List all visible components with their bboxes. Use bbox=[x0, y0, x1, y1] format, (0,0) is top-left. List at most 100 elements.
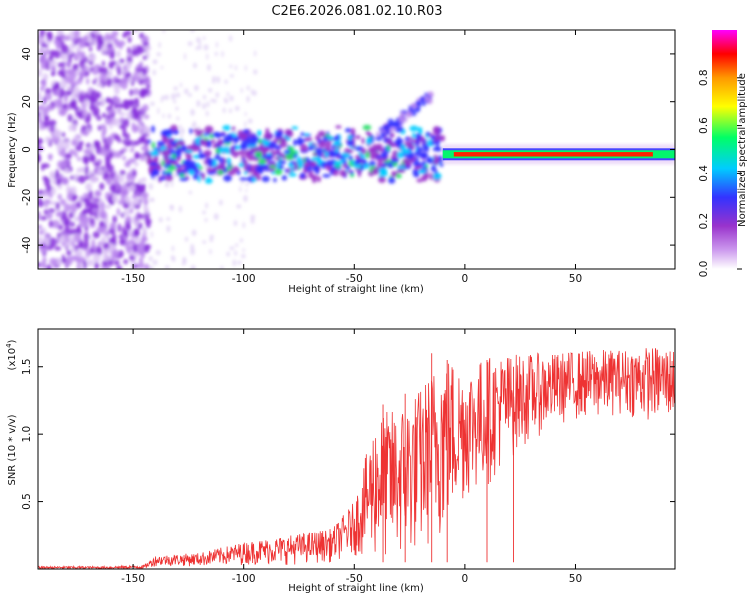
spectrogram-blob bbox=[226, 91, 229, 97]
spectrogram-blob bbox=[344, 128, 352, 133]
spectrogram-blob bbox=[167, 113, 171, 119]
spectrogram-blob bbox=[124, 196, 131, 204]
spectrogram-blob bbox=[114, 97, 121, 104]
spectrogram-blob bbox=[401, 148, 411, 154]
spectrogram-blob bbox=[70, 186, 77, 195]
spectrogram-blob bbox=[196, 129, 205, 134]
spectrogram-blob bbox=[143, 244, 150, 253]
spectrogram-blob bbox=[54, 246, 62, 251]
spectrogram-blob bbox=[317, 130, 326, 137]
spectrogram-blob bbox=[49, 257, 58, 266]
spectrogram-ytick-label: 40 bbox=[21, 47, 33, 60]
spectrogram-blob bbox=[404, 161, 412, 167]
spectrogram-blob bbox=[362, 159, 367, 165]
colorbar-gradient bbox=[712, 30, 737, 269]
spectrogram-blob bbox=[303, 161, 310, 168]
spectrogram-blob bbox=[303, 137, 313, 142]
spectrogram-blob bbox=[94, 92, 101, 99]
spectrogram-blob bbox=[61, 52, 69, 61]
spectrogram-blob bbox=[368, 160, 376, 167]
spectrogram-blob bbox=[150, 125, 155, 133]
spectrogram-blob bbox=[283, 149, 291, 154]
spectrogram-blob bbox=[430, 135, 436, 140]
spectrogram-blob bbox=[94, 77, 98, 82]
spectrogram-blob bbox=[229, 246, 235, 250]
spectrogram-blob bbox=[249, 164, 254, 169]
spectrogram-blob bbox=[131, 194, 138, 199]
spectrogram-blob bbox=[41, 78, 47, 88]
spectrogram-blob bbox=[212, 131, 218, 138]
spectrogram-blob bbox=[239, 238, 243, 243]
spectrogram-blob bbox=[209, 248, 212, 255]
spectrogram-blob bbox=[69, 228, 77, 235]
spectrogram-blob bbox=[228, 108, 232, 114]
spectrogram-blob bbox=[237, 150, 247, 155]
spectrogram-blob bbox=[202, 102, 206, 110]
spectrogram-blob bbox=[134, 204, 140, 210]
spectrogram-blob bbox=[339, 169, 347, 177]
spectrogram-blob bbox=[41, 43, 49, 48]
spectrogram-blob bbox=[174, 164, 183, 168]
spectrogram-blob bbox=[61, 254, 65, 264]
spectrogram-blob bbox=[248, 141, 257, 146]
spectrogram-blob bbox=[67, 113, 73, 122]
spectrogram-blob bbox=[196, 100, 201, 107]
spectrogram-blob bbox=[124, 229, 129, 238]
spectrogram-blob bbox=[132, 140, 141, 146]
spectrogram-blob bbox=[251, 177, 257, 182]
spectrogram-blob bbox=[113, 150, 118, 159]
spectrogram-blob bbox=[273, 177, 277, 183]
spectrogram-blob bbox=[197, 175, 202, 183]
spectrogram-blob bbox=[158, 177, 167, 181]
spectrogram-blob bbox=[205, 110, 209, 117]
spectrogram-blob bbox=[164, 265, 170, 269]
colorbar-label: Normalized spectral amplitude bbox=[737, 73, 748, 227]
spectrogram-blob bbox=[44, 199, 52, 204]
spectrogram-blob bbox=[256, 129, 262, 137]
spectrogram-blob bbox=[117, 136, 122, 144]
spectrogram-blob bbox=[426, 139, 435, 147]
spectrogram-blob bbox=[187, 93, 192, 97]
spectrogram-blob bbox=[180, 134, 183, 139]
spectrogram-blob bbox=[112, 118, 120, 127]
spectrogram-blob bbox=[329, 150, 337, 158]
spectrogram-blob bbox=[118, 81, 123, 88]
spectrogram-blob bbox=[430, 165, 437, 172]
spectrogram-blob bbox=[250, 217, 255, 224]
spectrogram-blob bbox=[223, 158, 228, 164]
spectrogram-blob bbox=[386, 144, 391, 152]
spectrogram-blob bbox=[108, 151, 114, 159]
spectrogram-blob bbox=[71, 37, 77, 42]
spectrogram-blob bbox=[421, 174, 428, 182]
spectrogram-blob bbox=[190, 108, 195, 116]
spectrogram-blob bbox=[144, 263, 150, 269]
spectrogram-blob bbox=[196, 37, 201, 43]
spectrogram-blob bbox=[266, 154, 273, 161]
spectrogram-blob bbox=[49, 237, 57, 248]
spectrogram-blob bbox=[136, 213, 144, 219]
spectrogram-blob bbox=[229, 64, 233, 69]
spectrogram-blob bbox=[73, 135, 80, 142]
spectrogram-blob bbox=[413, 172, 420, 178]
spectrogram-blob bbox=[239, 132, 248, 141]
spectrogram-blob bbox=[333, 160, 341, 166]
spectrogram-blob bbox=[51, 84, 56, 94]
spectrogram-blob bbox=[166, 225, 171, 233]
spectrogram-blob bbox=[259, 164, 269, 169]
spectrogram-blob bbox=[148, 183, 154, 190]
spectrogram-blob bbox=[205, 202, 208, 209]
spectrogram-blob bbox=[194, 168, 201, 174]
spectrogram-blob bbox=[432, 147, 438, 151]
spectrogram-blob bbox=[413, 108, 421, 112]
spectrogram-blob bbox=[63, 103, 68, 110]
spectrogram-blob bbox=[137, 178, 143, 184]
spectrogram-blob bbox=[433, 157, 440, 165]
spectrogram-blob bbox=[48, 49, 57, 55]
spectrogram-blob bbox=[83, 232, 90, 242]
spectrogram-blob bbox=[107, 259, 114, 267]
spectrogram-blob bbox=[76, 167, 82, 174]
spectrogram-blob bbox=[245, 149, 252, 157]
spectrogram-blob bbox=[164, 94, 169, 101]
spectrogram-blob bbox=[133, 229, 139, 238]
snr-panel: -150 -100 -50 0 50 0.5 1.0 1.5 Height of straig… bbox=[5, 328, 676, 594]
